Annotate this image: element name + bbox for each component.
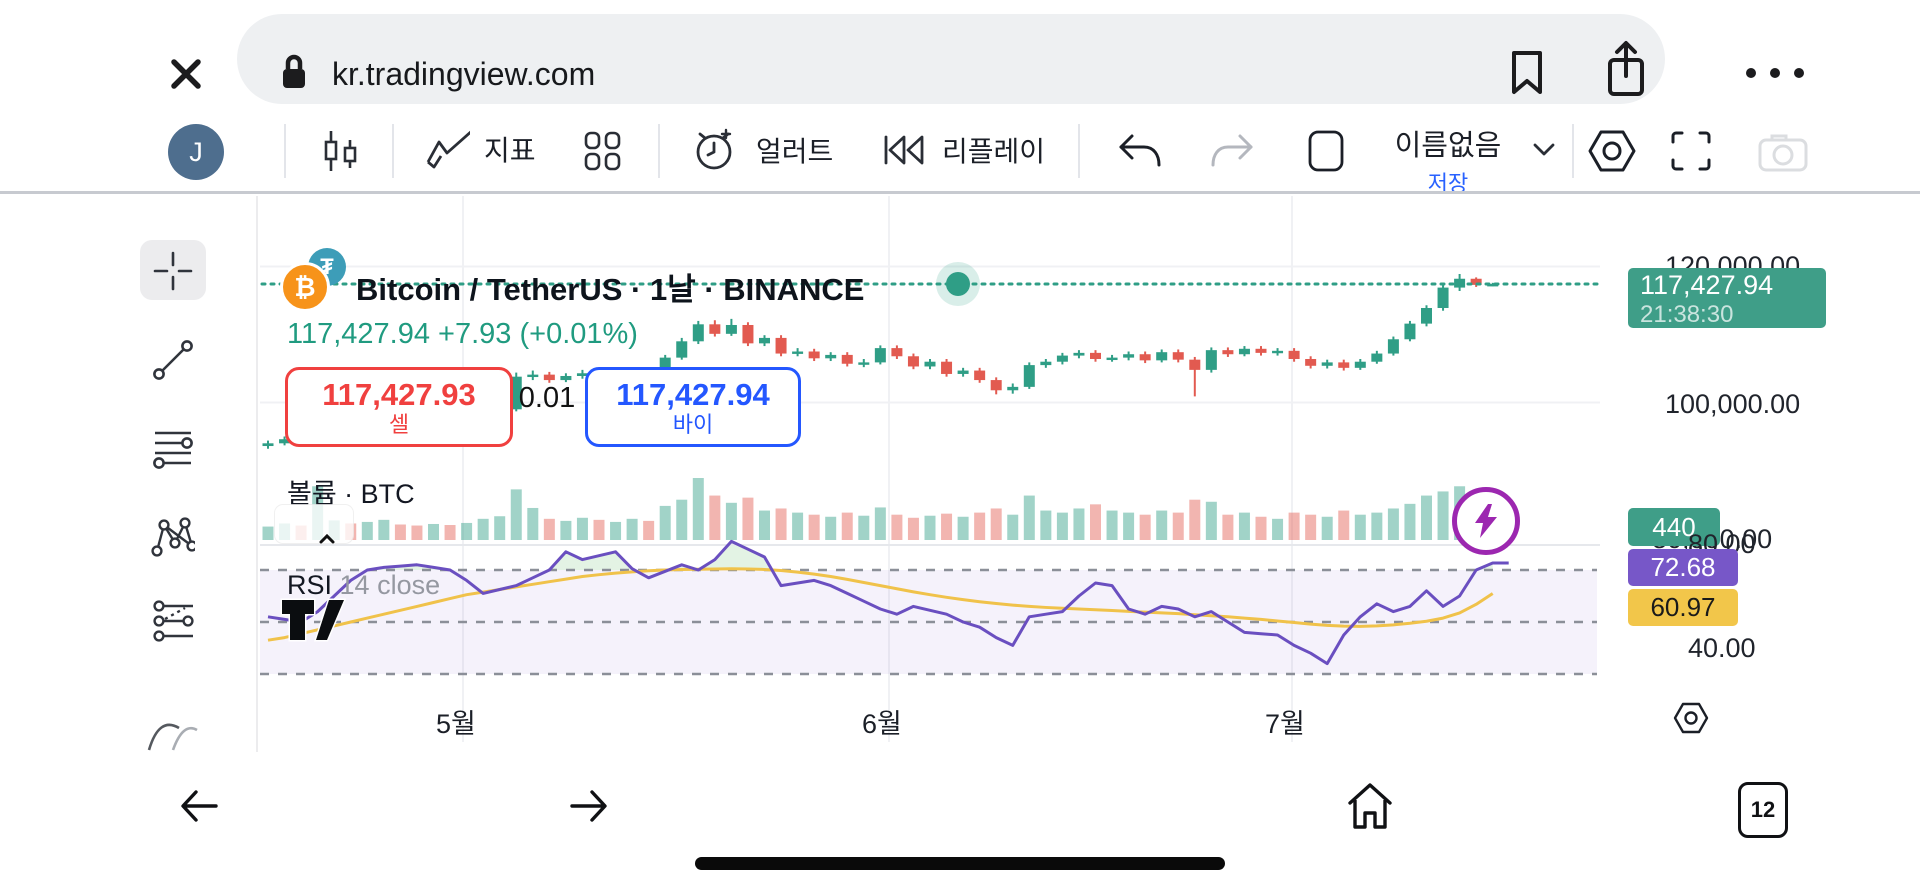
- layout-grid-icon[interactable]: [580, 128, 626, 174]
- sell-button[interactable]: 117,427.93 셀: [285, 367, 513, 447]
- rsi-params: 14 close: [339, 570, 441, 600]
- rsi-ma-badge: 60.97: [1628, 589, 1738, 626]
- long-position-tool[interactable]: [151, 599, 195, 643]
- close-icon[interactable]: [164, 52, 208, 96]
- layout-name: 이름없음: [1394, 130, 1502, 162]
- last-price-value: 117,427.94: [1640, 270, 1774, 300]
- nav-tabs-button[interactable]: 12: [1738, 782, 1788, 838]
- trendline-tool[interactable]: [151, 338, 195, 382]
- toolbar-divider: [0, 191, 1920, 194]
- axis-month-may: 5월: [436, 709, 476, 739]
- last-price-badge: 117,427.94 21:38:30: [1628, 268, 1826, 328]
- layout-select-icon[interactable]: [1306, 128, 1346, 174]
- indicators-button[interactable]: 지표: [424, 126, 536, 172]
- nav-forward-icon[interactable]: [564, 782, 612, 830]
- pane-caret-icon[interactable]: [318, 533, 336, 545]
- share-icon[interactable]: [1602, 38, 1650, 100]
- rsi-title: RSI: [287, 570, 333, 600]
- buy-button[interactable]: 117,427.94 바이: [585, 367, 801, 447]
- bookmark-icon[interactable]: [1510, 50, 1544, 96]
- symbol-coins: ₮ ₿: [280, 248, 350, 318]
- sell-price: 117,427.93: [322, 376, 476, 412]
- chevron-down-icon[interactable]: [1532, 142, 1556, 158]
- axis-month-june: 6월: [862, 709, 902, 739]
- volume-badge: 440: [1628, 508, 1720, 546]
- last-price-time: 21:38:30: [1640, 301, 1734, 328]
- more-menu-icon[interactable]: [1742, 62, 1808, 84]
- nav-back-icon[interactable]: [176, 782, 224, 830]
- bitcoin-coin-icon: ₿: [280, 262, 330, 312]
- rsi-label[interactable]: RSI 14 close: [287, 570, 440, 601]
- lightning-icon: [1475, 504, 1497, 538]
- replay-button[interactable]: 리플레이: [880, 124, 1045, 176]
- scale-100000: 100,000.00: [1665, 389, 1801, 419]
- buy-label: 바이: [672, 412, 714, 438]
- address-bar[interactable]: [237, 14, 1665, 104]
- replay-icon: [884, 135, 924, 165]
- nav-home-icon[interactable]: [1345, 780, 1395, 832]
- buy-price: 117,427.94: [616, 376, 770, 412]
- indicators-icon: [426, 130, 470, 169]
- rsi-badge: 72.68: [1628, 549, 1738, 586]
- volume-collapsed-box[interactable]: [274, 504, 354, 544]
- alert-button[interactable]: 얼러트: [688, 124, 833, 176]
- symbol-price-line: 117,427.94 +7.93 (+0.01%): [287, 318, 638, 350]
- lock-icon: [283, 54, 305, 88]
- redo-icon[interactable]: [1208, 132, 1256, 172]
- lightning-button[interactable]: [1452, 487, 1520, 555]
- camera-icon[interactable]: [1756, 130, 1810, 174]
- browser-top-bar: kr.tradingview.com: [0, 0, 1920, 110]
- indicators-label: 지표: [484, 135, 536, 166]
- settings-hexagon-icon[interactable]: [1586, 126, 1638, 176]
- fullscreen-icon[interactable]: [1668, 128, 1714, 174]
- undo-icon[interactable]: [1116, 132, 1164, 172]
- home-indicator[interactable]: [695, 857, 1225, 870]
- url-text[interactable]: kr.tradingview.com: [332, 56, 596, 92]
- avatar[interactable]: J: [168, 124, 224, 180]
- scale-rsi-40: 40.00: [1688, 633, 1756, 663]
- sidebar-divider: [256, 196, 258, 752]
- xabcd-pattern-tool[interactable]: [151, 513, 195, 557]
- tradingview-logo: [280, 598, 347, 642]
- sell-label: 셀: [388, 412, 410, 438]
- alert-label: 얼러트: [756, 136, 834, 167]
- spread-value: 0.01: [518, 382, 576, 414]
- alert-icon: [696, 128, 732, 170]
- fib-retracement-tool[interactable]: [151, 426, 195, 470]
- curve-tool[interactable]: [145, 706, 201, 752]
- symbol-title[interactable]: Bitcoin / TetherUS · 1날 · BINANCE: [356, 272, 865, 307]
- tab-count: 12: [1750, 797, 1776, 822]
- crosshair-icon: [153, 251, 193, 291]
- drawing-sidebar: [130, 196, 256, 752]
- axis-settings-hexagon-icon[interactable]: [1672, 700, 1710, 736]
- axis-month-july: 7월: [1265, 709, 1305, 739]
- replay-label: 리플레이: [942, 136, 1046, 167]
- candlestick-style-icon[interactable]: [318, 128, 362, 174]
